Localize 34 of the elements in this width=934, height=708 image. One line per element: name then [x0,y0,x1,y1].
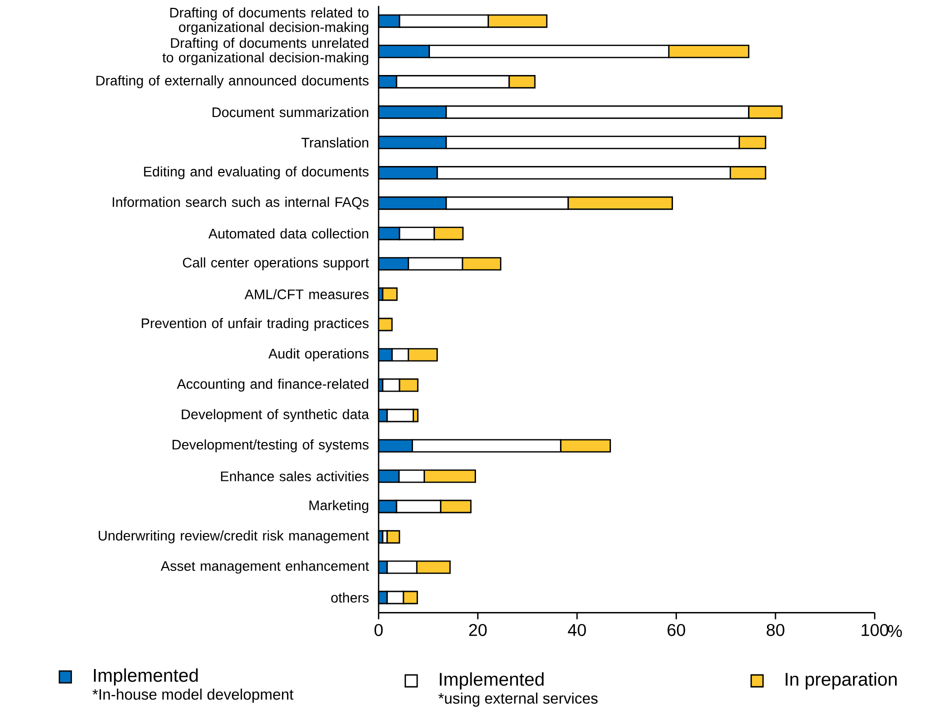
y-tick-label: Drafting of documents related to organizational decision-making [170,8,369,36]
text: *using external services [438,692,598,707]
y-tick-label: Translation [302,138,368,148]
y-tick-label: Editing and evaluating of documents [144,166,369,180]
x-tick-label: 40 [568,624,586,636]
y-tick-label: Asset management enhancement [160,560,369,574]
y-tick-label: Audit operations [268,348,369,362]
x-tick-label: 20 [469,624,487,636]
y-tick-label: others [331,592,369,603]
legend-label: Implemented [440,672,544,690]
y-tick-label: Document summarization [212,107,368,118]
y-tick-label: Enhance sales activities [221,471,369,482]
y-tick-label: Prevention of unfair trading practices [142,318,369,332]
x-tick-label: 60 [668,624,686,636]
y-tick-label: Call center operations support [182,258,369,270]
y-tick-label: Drafting of documents unrelated to organizational decision-making [162,38,368,66]
x-tick-label: 80 [766,624,784,636]
y-tick-label: Accounting and finance-related [176,378,368,392]
bar [386,530,400,544]
x-axis-title: % [888,625,902,638]
y-tick-label: Development of synthetic data [182,409,370,422]
y-tick-label: Information search such as internal FAQs [112,197,369,210]
y-tick-label: Automated data collection [208,228,368,239]
x-tick-label: 0 [374,624,383,636]
legend-label: Implemented [94,668,198,686]
x-tick-label: 100 [862,624,888,636]
y-tick-label: Development/testing of systems [172,440,369,453]
y-tick-label: Underwriting review/credit risk management [98,530,369,544]
y-tick-label: Drafting of externally announced documents [96,76,369,88]
bar [382,288,398,302]
text: *In-house model development [92,688,294,703]
y-tick-label: AML/CFT measures [244,289,369,300]
y-tick-label: Marketing [310,500,368,514]
legend-label: In preparation [786,672,897,690]
